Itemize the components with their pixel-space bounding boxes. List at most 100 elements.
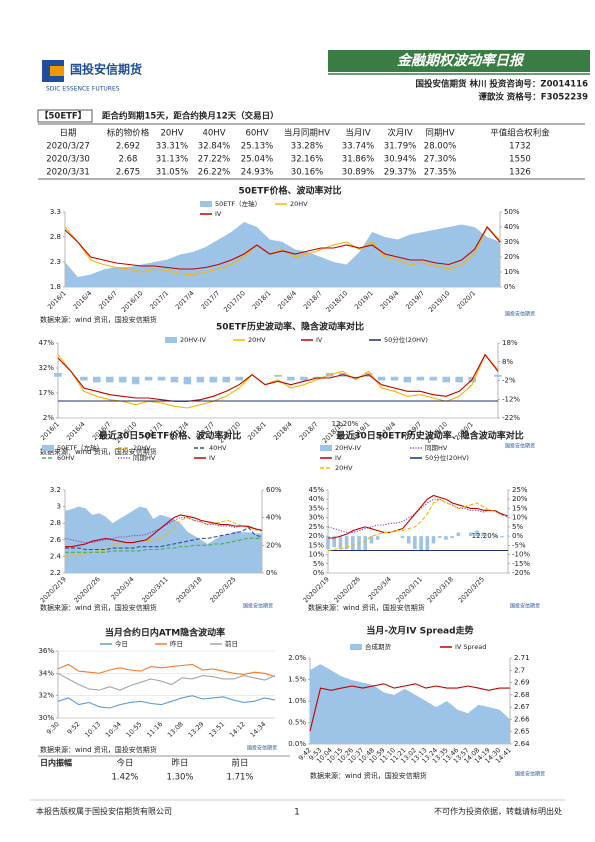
legend-label: IV [335, 454, 342, 462]
y2-tick-label: 50% [504, 208, 520, 216]
bar [93, 376, 101, 383]
legend-label: 50ETF（左轴） [215, 199, 261, 208]
line [64, 517, 263, 544]
y-tick-label: 34% [38, 669, 54, 677]
table-cell: 33.31% [156, 142, 188, 152]
bar [80, 376, 88, 381]
x-tick-label: 9:30 [45, 720, 61, 736]
y2-tick-label: -2% [502, 377, 516, 385]
x-tick-label: 2017/4 [174, 289, 196, 311]
analyst-line: 谭歆汝 资格号：F3052239 [478, 92, 588, 103]
bar [429, 376, 438, 381]
bar [419, 536, 423, 551]
bar [442, 376, 451, 383]
chart-title: 50ETF历史波动率、隐含波动率对比 [216, 321, 364, 333]
amplitude-head: 昨日 [171, 758, 188, 769]
x-tick-label: 2017/1 [148, 289, 170, 311]
y-tick-label: 32% [38, 692, 54, 700]
y-tick-label: 20% [308, 532, 324, 540]
bar [455, 376, 463, 383]
y-tick-label: 2.3 [50, 258, 61, 266]
bar [235, 376, 243, 381]
x-tick-label: 2020/2/26 [333, 575, 362, 604]
bar [157, 376, 166, 381]
watermark: 国投安信期货 [505, 311, 535, 318]
logo-en: SDIC ESSENCE FUTURES [46, 86, 120, 93]
x-tick-label: 2020/3/25 [457, 575, 486, 604]
legend-label: 合成期货 [365, 642, 392, 651]
x-tick-label: 2018/7 [298, 420, 320, 442]
table-header: 当月IV [345, 128, 371, 139]
table-header: 标的物价格 [107, 128, 150, 139]
amplitude-head: 前日 [231, 758, 248, 769]
x-tick-label: 2020/2/19 [39, 575, 68, 604]
chart-title: 当月-次月IV Spread走势 [366, 625, 473, 637]
watermark: 国投安信期货 [243, 603, 273, 610]
y2-tick-label: -22% [502, 414, 520, 422]
legend-label: 20HV [248, 336, 266, 344]
y-tick-label: 2.8 [50, 519, 61, 527]
analyst-line: 国投安信期货 林川 投资咨询号：Z0014116 [416, 79, 589, 90]
bar [406, 536, 411, 544]
bar [403, 376, 412, 383]
bar [338, 536, 343, 550]
x-tick-label: 2019/1 [353, 289, 375, 311]
amplitude-value: 1.42% [111, 773, 138, 783]
table-cell: 30.89% [342, 168, 374, 178]
table-cell: 27.22% [198, 155, 230, 165]
y-tick-label: 2% [43, 414, 54, 422]
x-tick-label: 2020/3/11 [395, 575, 424, 604]
amplitude-label: 日内振幅 [40, 758, 72, 768]
section-tag-box [37, 109, 93, 123]
x-tick-label: 2018/7 [302, 289, 324, 311]
y2-tick-label: 2.67 [514, 703, 530, 711]
chart-source: 数据来源：wind 资讯，国投安信期货 [40, 315, 157, 324]
x-tick-label: 2016/4 [72, 289, 94, 311]
bar [300, 376, 308, 381]
bar [493, 536, 498, 537]
x-tick-label: 2016/10 [120, 289, 145, 314]
y2-tick-label: 20% [512, 495, 528, 503]
y-tick-label: 30% [308, 514, 324, 522]
table-cell: 31.79% [384, 142, 416, 152]
x-tick-label: 11:16 [145, 720, 164, 739]
bar [468, 532, 473, 537]
line [328, 494, 509, 539]
y2-tick-label: 20% [266, 541, 282, 549]
y2-tick-label: 40% [266, 514, 282, 522]
legend-label: 20HV-IV [335, 444, 361, 452]
bar [425, 536, 430, 551]
x-tick-label: 2020/3/4 [109, 575, 135, 601]
x-tick-label: 9:52 [66, 720, 82, 736]
legend-label: 20HV [335, 464, 353, 472]
chart-title: 最近30日50ETF价格、波动率对比 [99, 430, 242, 442]
table-cell: 33.74% [342, 142, 374, 152]
y2-tick-label: 18% [502, 339, 518, 347]
x-tick-label: 2019/10 [427, 289, 452, 314]
line [57, 663, 276, 678]
watermark: 国投安信期货 [510, 603, 540, 610]
legend-swatch [350, 644, 362, 650]
table-cell: 2020/3/27 [46, 142, 90, 152]
x-tick-label: 2020/3/4 [367, 575, 393, 601]
bar [400, 536, 405, 538]
x-tick-label: 10:34 [104, 720, 123, 739]
chart-source: 数据来源：wind 资讯，国投安信期货 [310, 771, 427, 780]
line [327, 498, 509, 552]
watermark: 国投安信期货 [515, 771, 545, 778]
table-header: 次月IV [387, 128, 413, 139]
x-tick-label: 13:51 [207, 720, 226, 739]
table-cell: 2.68 [119, 155, 138, 165]
bar [416, 376, 425, 381]
bar [363, 536, 368, 551]
y2-tick-label: 0% [266, 569, 277, 577]
bar [326, 536, 330, 550]
table-cell: 1550 [509, 155, 531, 165]
y2-tick-label: 60% [266, 486, 282, 494]
table-cell: 28.00% [424, 142, 456, 152]
y-tick-label: 10% [308, 551, 324, 559]
table-cell: 32.84% [198, 142, 230, 152]
y2-tick-label: 0% [504, 283, 515, 291]
y-tick-label: 3.2 [50, 486, 61, 494]
